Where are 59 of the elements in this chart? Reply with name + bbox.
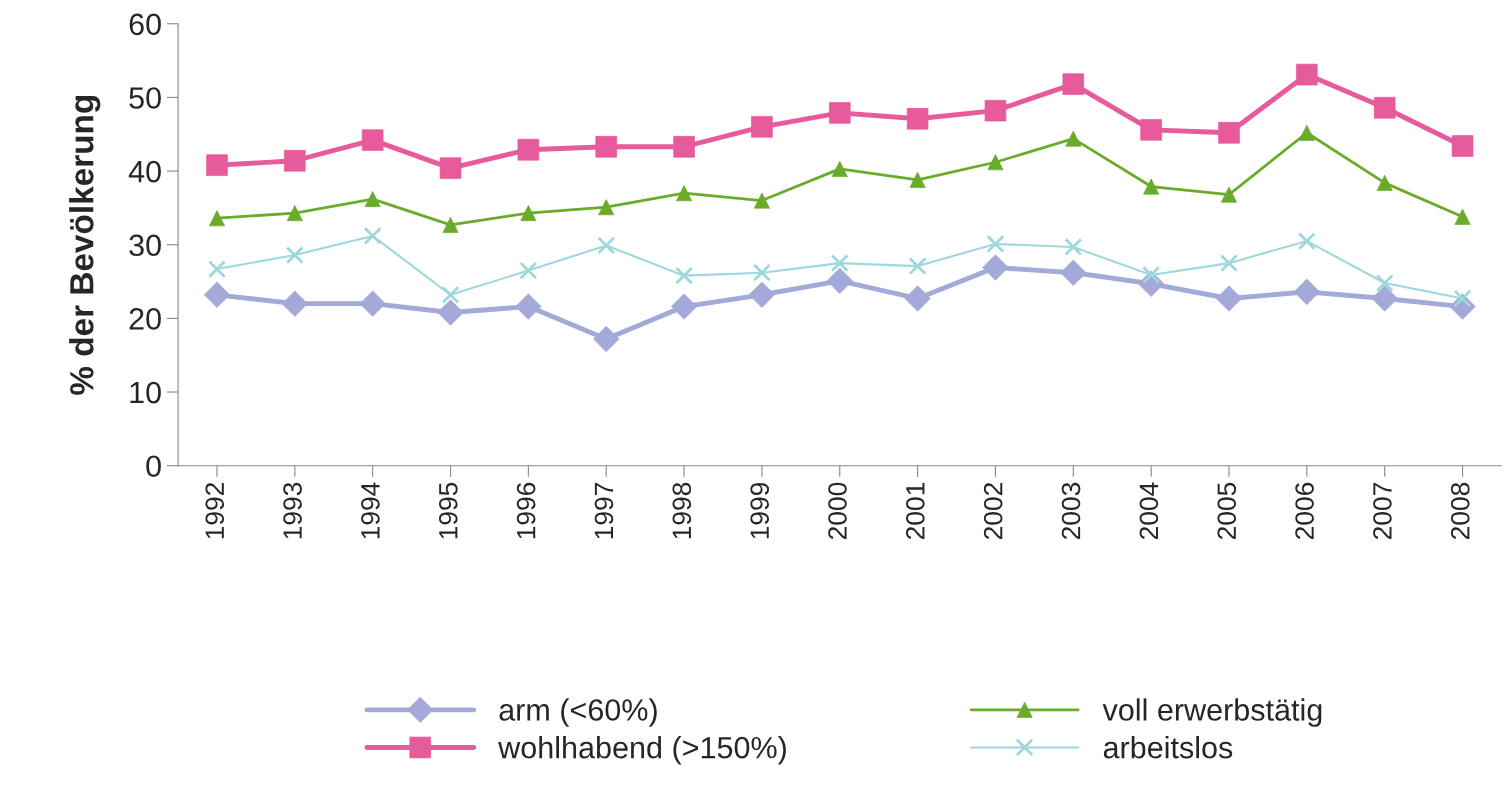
x-tick-label: 2004 [1139, 482, 1159, 540]
point [752, 263, 771, 282]
point [286, 205, 303, 222]
point [986, 234, 1005, 254]
legend-label: arm (<60%) [499, 698, 657, 727]
point [359, 290, 386, 317]
y-tick-label: 20 [129, 308, 161, 330]
x-tick-label: 1994 [361, 482, 380, 539]
legend-label: voll erwerbstätig [1102, 698, 1322, 727]
y-tick-label: 60 [129, 13, 161, 36]
x-tick-label: 1992 [205, 482, 225, 539]
x-tick-label: 2007 [1373, 482, 1392, 540]
point [206, 154, 228, 176]
x-tick-label: 2001 [906, 482, 925, 540]
point [598, 199, 615, 216]
y-tick-label: 30 [129, 234, 161, 257]
point [1060, 259, 1087, 286]
x-tick-label: 1995 [438, 482, 458, 539]
y-tick-label: 50 [129, 87, 161, 109]
point [363, 226, 382, 245]
x-tick-label: 2002 [983, 482, 1003, 540]
point [595, 136, 617, 158]
point [675, 266, 694, 285]
x-tick-label: 2000 [828, 482, 847, 540]
point [1219, 254, 1239, 273]
x-tick-label: 2003 [1061, 482, 1081, 540]
x-tick-label: 1993 [283, 482, 302, 539]
x-tick-label: 1998 [672, 482, 692, 539]
point [207, 260, 227, 279]
y-tick-label: 40 [128, 160, 161, 183]
point [1297, 232, 1316, 251]
y-tick-label: 10 [130, 381, 161, 404]
point [826, 267, 853, 294]
legend-label: arbeitslos [1103, 736, 1233, 759]
y-axis-title: % der Bevölkerung [69, 95, 101, 395]
x-tick-label: 1999 [750, 482, 769, 539]
x-tick-label: 2005 [1217, 482, 1237, 540]
point [751, 116, 773, 138]
y-tick-label: 0 [146, 455, 161, 478]
x-tick-label: 2008 [1450, 482, 1470, 540]
legend-label: wohlhabend (>150%) [498, 736, 786, 765]
point [831, 160, 848, 177]
point [1064, 237, 1083, 256]
point [984, 99, 1007, 122]
point [361, 129, 384, 151]
point [908, 257, 927, 276]
point [519, 261, 538, 280]
point [281, 290, 308, 317]
point [1296, 63, 1318, 86]
x-tick-label: 1996 [516, 482, 536, 539]
point [830, 254, 849, 273]
point [828, 102, 851, 124]
point [1375, 274, 1394, 293]
point [1140, 119, 1162, 141]
x-tick-label: 2006 [1295, 482, 1314, 540]
point [597, 236, 616, 255]
point [441, 285, 460, 304]
point [285, 246, 304, 265]
x-tick-label: 1997 [594, 482, 614, 539]
